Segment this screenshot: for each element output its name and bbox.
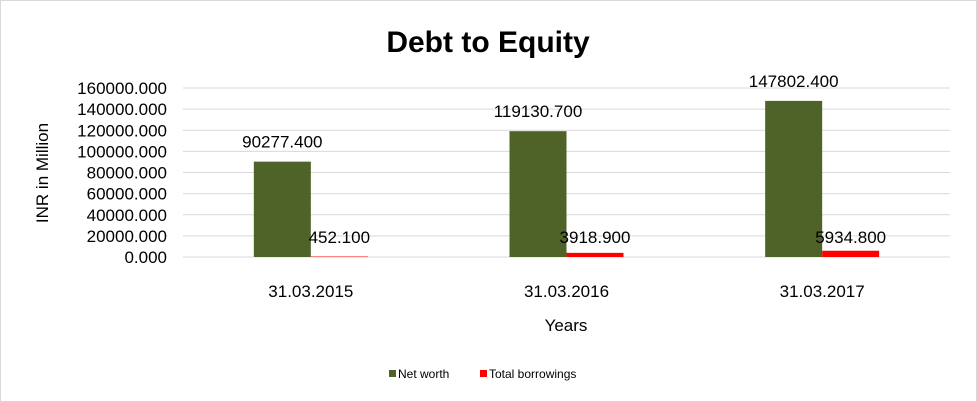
bar-total-borrowings bbox=[310, 256, 368, 258]
y-tick-label: 40000.000 bbox=[87, 206, 167, 225]
data-label: 90277.400 bbox=[242, 133, 322, 152]
y-tick-label: 20000.000 bbox=[87, 227, 167, 246]
bar-net-worth bbox=[509, 131, 567, 257]
bar-net-worth bbox=[253, 161, 311, 257]
y-tick-label: 160000.000 bbox=[77, 79, 167, 98]
legend-label: Total borrowings bbox=[489, 367, 576, 381]
y-axis-title: INR in Million bbox=[33, 123, 52, 223]
chart-title: Debt to Equity bbox=[386, 26, 590, 59]
data-label: 3918.900 bbox=[560, 228, 631, 247]
x-axis-title: Years bbox=[545, 316, 588, 335]
data-label: 452.100 bbox=[309, 228, 370, 247]
y-tick-label: 60000.000 bbox=[87, 185, 167, 204]
data-label: 119130.700 bbox=[494, 102, 583, 121]
data-label: 147802.400 bbox=[749, 72, 839, 91]
legend-label: Net worth bbox=[398, 367, 449, 381]
y-tick-label: 0.000 bbox=[124, 248, 167, 267]
y-tick-label: 120000.000 bbox=[77, 121, 167, 140]
x-tick-label: 31.03.2017 bbox=[780, 282, 865, 301]
bar-total-borrowings bbox=[566, 252, 624, 257]
legend-swatch bbox=[480, 370, 487, 377]
data-label: 5934.800 bbox=[815, 228, 886, 247]
bar-total-borrowings bbox=[822, 250, 880, 257]
legend-swatch bbox=[389, 370, 396, 377]
x-tick-label: 31.03.2015 bbox=[268, 282, 353, 301]
bar-net-worth bbox=[765, 100, 823, 257]
x-tick-label: 31.03.2016 bbox=[524, 282, 609, 301]
y-tick-label: 80000.000 bbox=[87, 164, 167, 183]
y-tick-label: 100000.000 bbox=[77, 142, 167, 161]
y-tick-label: 140000.000 bbox=[77, 100, 167, 119]
